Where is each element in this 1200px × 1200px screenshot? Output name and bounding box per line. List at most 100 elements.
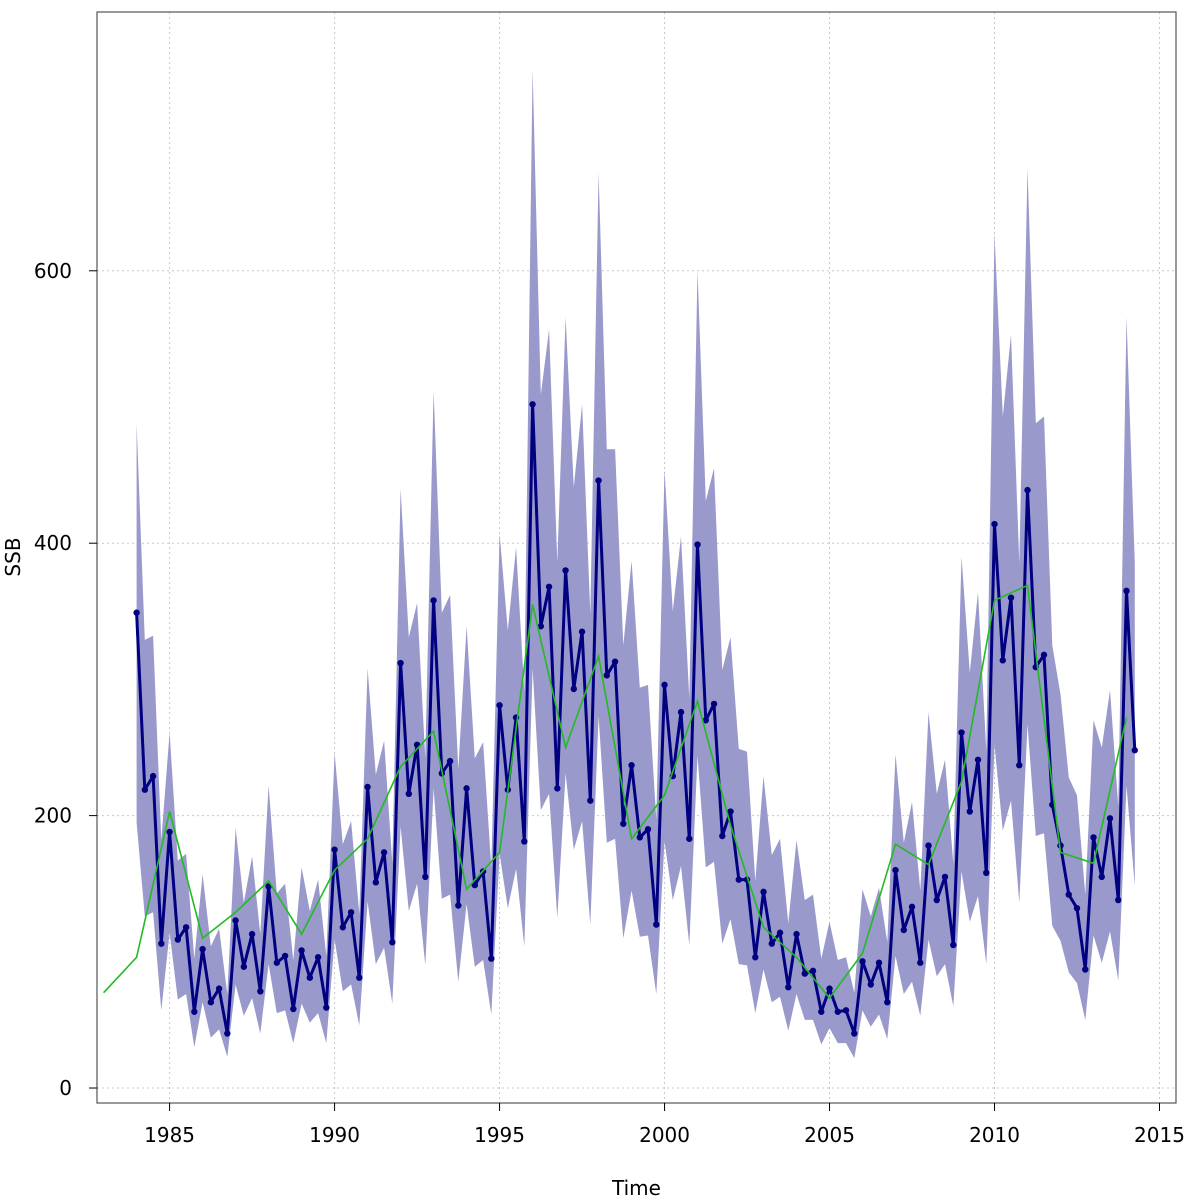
data-point [257,988,264,995]
data-point [587,797,594,804]
data-point [826,985,833,992]
data-point [620,820,627,827]
data-point [719,832,726,840]
data-point [842,1007,850,1014]
x-axis: 1985 1990 1995 2000 2005 2010 2015 [144,1103,1185,1147]
data-point [422,873,429,881]
data-point [149,772,157,780]
data-point [446,757,454,765]
data-point [768,940,775,947]
data-point [966,808,973,815]
data-point [933,896,940,904]
data-point [306,974,314,981]
data-point [463,785,470,792]
data-point [785,984,792,991]
data-point [455,902,462,909]
data-point [182,924,190,931]
data-point [958,729,965,736]
data-point [917,959,924,966]
data-point [323,1004,330,1011]
plot-frame [96,11,1177,1104]
data-point [941,873,949,881]
data-point [545,583,553,590]
data-point [776,929,784,936]
data-point [562,567,569,574]
data-point [158,940,165,947]
data-point [191,1008,198,1015]
data-point [892,866,899,874]
data-point [224,1030,231,1037]
data-point [537,623,545,630]
data-point [710,700,718,708]
data-point [752,954,759,961]
data-point [298,947,305,954]
data-point [727,808,734,815]
data-point [686,835,693,842]
data-point [521,838,528,845]
data-point [471,881,479,889]
data-point [166,828,173,836]
data-point [611,658,619,665]
data-point [331,846,338,853]
data-point [818,1008,825,1015]
data-point [347,909,355,916]
ssb-quarterly-line [135,402,1137,1035]
data-point [925,842,932,849]
data-point [240,963,248,970]
data-point [875,959,883,966]
data-point [595,477,602,484]
x-tick-label: 2000 [639,1123,690,1147]
data-point [1115,896,1122,904]
data-point [389,939,396,946]
x-tick-label: 1990 [309,1123,360,1147]
data-point [207,999,215,1006]
data-point [488,955,495,962]
data-point [380,849,388,856]
y-axis: 0 200 400 600 [34,259,97,1100]
data-point [578,628,586,635]
data-point [405,790,413,798]
y-tick-label: 200 [34,804,72,828]
data-point [356,974,363,981]
data-point [1065,891,1072,898]
data-point [281,952,289,960]
data-point [529,401,536,408]
data-point [397,659,404,667]
data-point [884,999,891,1006]
ssb-confidence-band [136,69,1135,1059]
data-point [496,702,503,709]
data-point [809,967,817,975]
data-point [801,970,808,977]
data-point [661,681,668,689]
data-point [290,1005,297,1013]
data-point [760,888,767,896]
data-point [133,609,140,616]
data-point [314,954,322,961]
data-point [1024,486,1031,494]
data-point [273,959,281,966]
x-tick-label: 1985 [144,1123,195,1147]
ssb-quarterly-points [133,401,1138,1037]
data-point [554,785,561,792]
data-point [1123,587,1130,595]
data-point [653,921,660,928]
data-point [950,941,957,949]
y-tick-label: 400 [34,531,72,555]
x-tick-label: 2005 [804,1123,855,1147]
x-tick-label: 2015 [1134,1123,1185,1147]
data-point [702,717,709,724]
data-point [174,936,182,943]
data-point [636,834,643,841]
data-point [908,903,916,911]
y-tick-label: 0 [59,1076,72,1100]
data-point [1082,966,1089,973]
data-point [1090,834,1097,841]
data-point [628,762,635,769]
data-point [339,924,347,931]
data-point [991,520,998,528]
data-point [372,879,380,886]
data-point [834,1008,841,1015]
data-point [141,786,149,793]
x-axis-label: Time [611,1176,661,1200]
